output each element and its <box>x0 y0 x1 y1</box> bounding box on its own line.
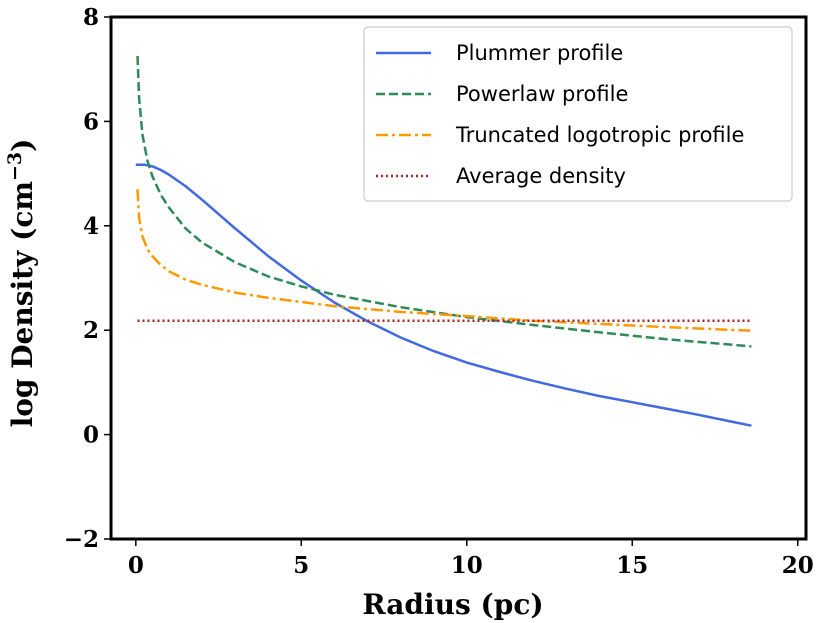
y-tick-label: 6 <box>83 108 99 135</box>
legend-box <box>363 26 793 202</box>
legend-label-0: Plummer profile <box>456 41 623 65</box>
legend: Plummer profile Powerlaw profile Truncated… <box>363 26 793 202</box>
y-tick-label: −2 <box>64 526 99 553</box>
x-tick-label: 20 <box>782 552 814 579</box>
legend-label-2: Truncated logotropic profile <box>455 123 744 147</box>
legend-label-3: Average density <box>456 164 626 188</box>
y-tick-label: 4 <box>83 213 99 240</box>
y-axis-title-text: log Density (cm <box>6 181 39 427</box>
axis-ticks: 0 5 10 15 20 −2 0 2 4 6 8 <box>64 4 814 579</box>
y-axis-title: log Density (cm−3) <box>4 139 39 428</box>
legend-label-1: Powerlaw profile <box>456 82 628 106</box>
plot-lines <box>135 56 752 427</box>
x-axis-title: Radius (pc) <box>362 588 543 621</box>
plot-frame <box>109 15 808 541</box>
x-tick-label: 15 <box>616 552 648 579</box>
series-line-1 <box>136 56 752 348</box>
y-tick-label: 2 <box>83 317 99 344</box>
x-tick-label: 0 <box>128 552 144 579</box>
x-tick-label: 5 <box>293 552 309 579</box>
y-tick-label: 8 <box>83 4 99 31</box>
series-line-0 <box>135 163 752 427</box>
y-tick-label: 0 <box>83 422 99 449</box>
y-axis-title-unit: −3 <box>4 152 26 181</box>
y-axis-title-close: ) <box>6 139 39 152</box>
x-tick-label: 10 <box>451 552 483 579</box>
